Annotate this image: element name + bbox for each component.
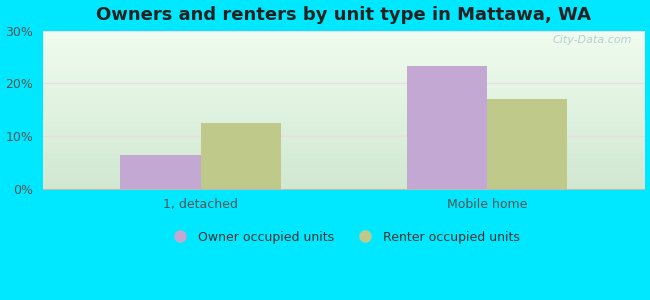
Bar — [487, 99, 567, 189]
Text: City-Data.com: City-Data.com — [553, 35, 632, 45]
Bar — [407, 66, 487, 189]
Bar — [120, 155, 201, 189]
Title: Owners and renters by unit type in Mattawa, WA: Owners and renters by unit type in Matta… — [96, 6, 592, 24]
Legend: Owner occupied units, Renter occupied units: Owner occupied units, Renter occupied un… — [163, 226, 525, 249]
Bar — [201, 123, 281, 189]
